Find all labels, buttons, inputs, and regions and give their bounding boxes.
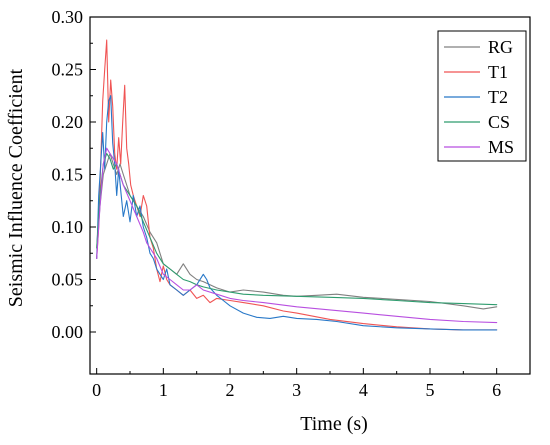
y-tick-label: 0.15 xyxy=(52,165,84,185)
legend: RG T1 T2 CS MS xyxy=(437,30,527,162)
x-tick-label: 3 xyxy=(292,380,301,400)
y-tick-label: 0.05 xyxy=(52,270,84,290)
legend-label: RG xyxy=(488,37,513,57)
series-layer xyxy=(96,39,498,331)
series-line-t1 xyxy=(96,39,498,331)
x-tick-label: 4 xyxy=(359,380,368,400)
series-line-ms xyxy=(96,147,498,324)
y-tick-label: 0.25 xyxy=(52,60,84,80)
legend-label: T1 xyxy=(488,62,508,82)
series-line-t2 xyxy=(96,95,498,331)
y-axis: 0.00 0.05 0.10 0.15 0.20 0.25 0.30 xyxy=(52,7,96,342)
legend-label: T2 xyxy=(488,87,508,107)
legend-label: CS xyxy=(488,112,510,132)
x-axis-title: Time (s) xyxy=(300,413,368,435)
series-line-rg xyxy=(96,152,498,310)
x-tick-label: 1 xyxy=(159,380,168,400)
y-axis-title: Seismic Influence Coefficient xyxy=(5,68,27,307)
y-tick-label: 0.00 xyxy=(52,322,84,342)
x-tick-label: 6 xyxy=(492,380,501,400)
x-tick-label: 2 xyxy=(226,380,235,400)
legend-box xyxy=(437,30,527,162)
x-tick-label: 5 xyxy=(426,380,435,400)
y-tick-label: 0.30 xyxy=(52,7,84,27)
plot-frame xyxy=(89,16,531,375)
y-tick-label: 0.20 xyxy=(52,112,84,132)
series-line-cs xyxy=(96,152,498,306)
legend-label: MS xyxy=(488,137,514,157)
x-tick-label: 0 xyxy=(92,380,101,400)
y-tick-label: 0.10 xyxy=(52,217,84,237)
x-axis: 0 1 2 3 4 5 6 xyxy=(92,368,501,400)
